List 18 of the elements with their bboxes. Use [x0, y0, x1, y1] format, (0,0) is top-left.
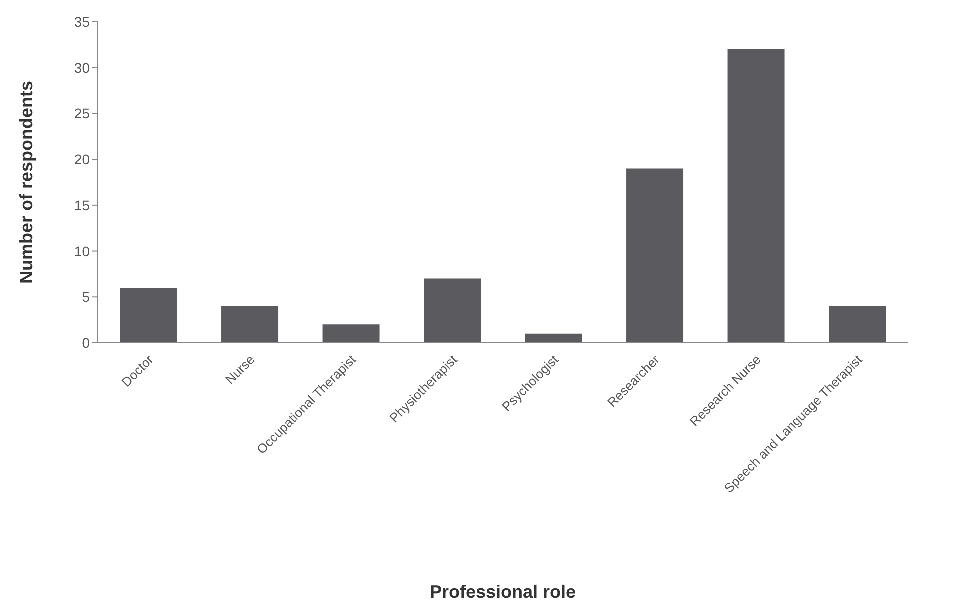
x-axis-title: Professional role	[430, 582, 576, 602]
bar	[728, 50, 785, 343]
bar	[120, 288, 178, 343]
bar	[322, 324, 380, 343]
y-tick-label: 35	[74, 14, 90, 30]
y-axis-title: Number of respondents	[16, 80, 36, 284]
bar	[829, 306, 886, 343]
bar	[626, 168, 684, 343]
bar	[424, 278, 482, 343]
y-tick-label: 15	[74, 197, 90, 214]
y-tick-label: 0	[82, 334, 90, 351]
y-tick-label: 30	[74, 60, 90, 76]
y-tick-label: 10	[74, 243, 90, 260]
bar	[525, 334, 582, 343]
y-tick-label: 20	[74, 152, 90, 168]
y-tick-label: 5	[82, 289, 90, 306]
bar	[222, 306, 279, 343]
y-tick-label: 25	[74, 106, 90, 122]
